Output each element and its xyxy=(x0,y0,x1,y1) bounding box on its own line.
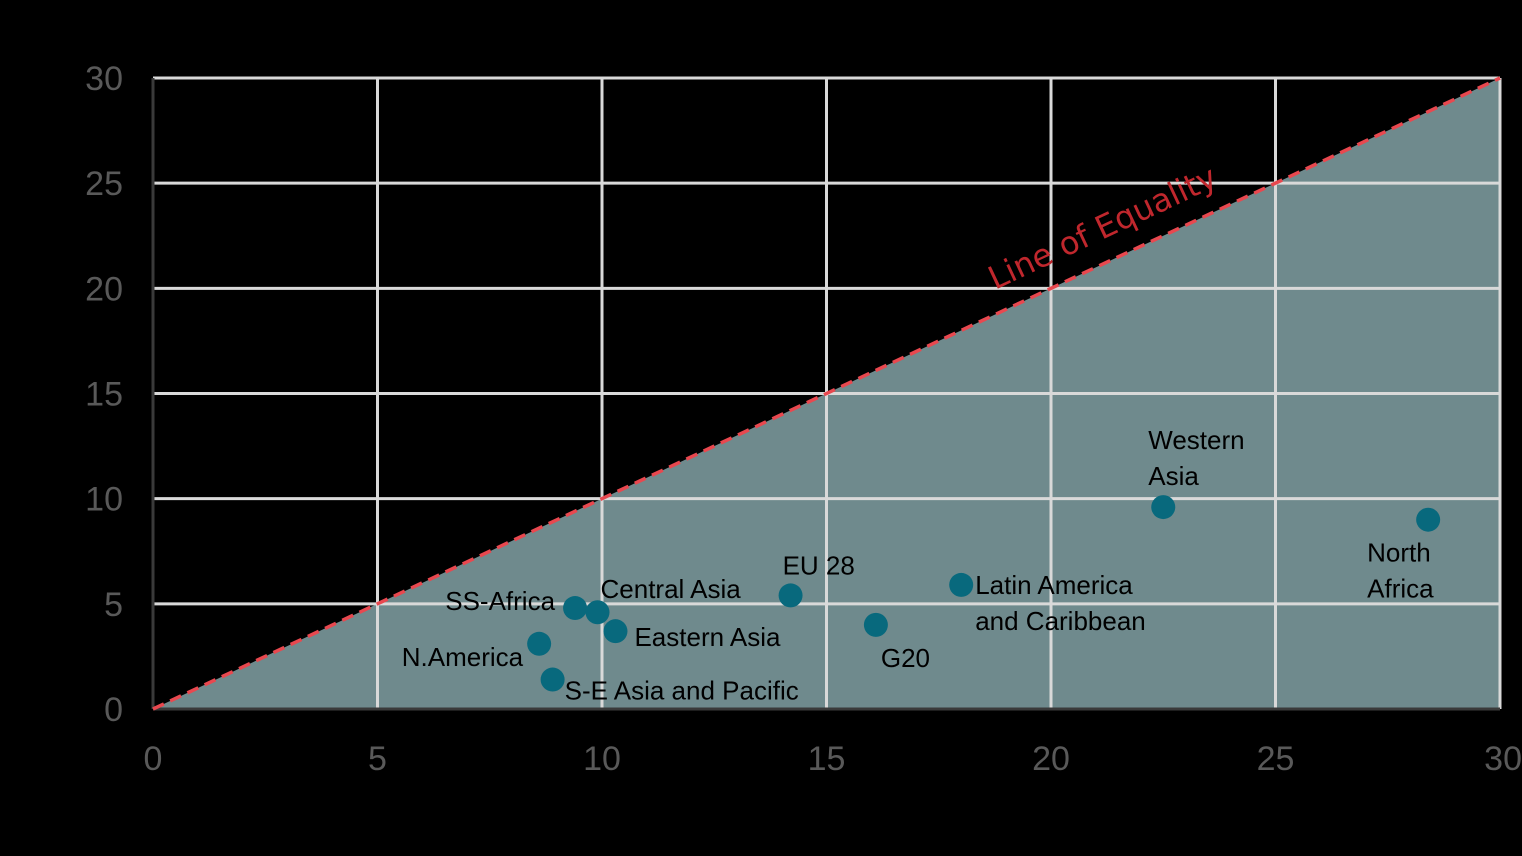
y-tick-label: 5 xyxy=(104,586,123,624)
data-point xyxy=(540,667,565,692)
data-point-label: G20 xyxy=(881,643,930,673)
data-point xyxy=(563,596,588,621)
data-point-label: Eastern Asia xyxy=(634,622,781,652)
data-point xyxy=(949,572,974,597)
axes xyxy=(151,78,1500,711)
y-tick-label: 10 xyxy=(85,481,123,519)
x-tick-label: 10 xyxy=(583,740,621,778)
data-point xyxy=(863,612,888,637)
x-tick-label: 25 xyxy=(1257,740,1295,778)
y-tick-label: 30 xyxy=(85,60,123,98)
data-point xyxy=(1416,507,1441,532)
y-tick-label: 25 xyxy=(85,165,123,203)
data-point-label: and Caribbean xyxy=(975,606,1146,636)
data-point xyxy=(585,600,610,625)
x-tick-label: 30 xyxy=(1484,740,1522,778)
data-point-label: Latin America xyxy=(975,570,1133,600)
x-tick-label: 5 xyxy=(368,740,387,778)
data-point-label: North xyxy=(1367,538,1431,568)
x-tick-labels: 0 5 10 15 20 25 30 xyxy=(144,740,1522,778)
data-point xyxy=(603,619,628,644)
data-points xyxy=(527,495,1441,692)
y-tick-label: 15 xyxy=(85,376,123,414)
y-tick-label: 0 xyxy=(104,691,123,729)
data-point-label: Western xyxy=(1148,425,1244,455)
data-point-label: N.America xyxy=(402,642,524,672)
data-point xyxy=(1151,495,1176,520)
data-point xyxy=(527,631,552,656)
data-point-label: Africa xyxy=(1367,574,1434,604)
data-point-label: Central Asia xyxy=(601,574,742,604)
x-tick-label: 15 xyxy=(808,740,846,778)
data-point xyxy=(778,583,803,608)
data-point-label: EU 28 xyxy=(783,550,855,580)
data-point-label: Asia xyxy=(1148,461,1199,491)
data-point-label: SS-Africa xyxy=(445,586,555,616)
x-tick-label: 20 xyxy=(1032,740,1070,778)
data-point-label: S-E Asia and Pacific xyxy=(565,676,799,706)
x-tick-label: 0 xyxy=(144,740,163,778)
data-point-labels: SS-Africa Central Asia Eastern Asia N.Ameri… xyxy=(402,425,1434,705)
y-tick-labels: 0 5 10 15 20 25 30 xyxy=(85,60,123,729)
y-tick-label: 20 xyxy=(85,270,123,308)
line-of-equality xyxy=(152,76,1501,711)
